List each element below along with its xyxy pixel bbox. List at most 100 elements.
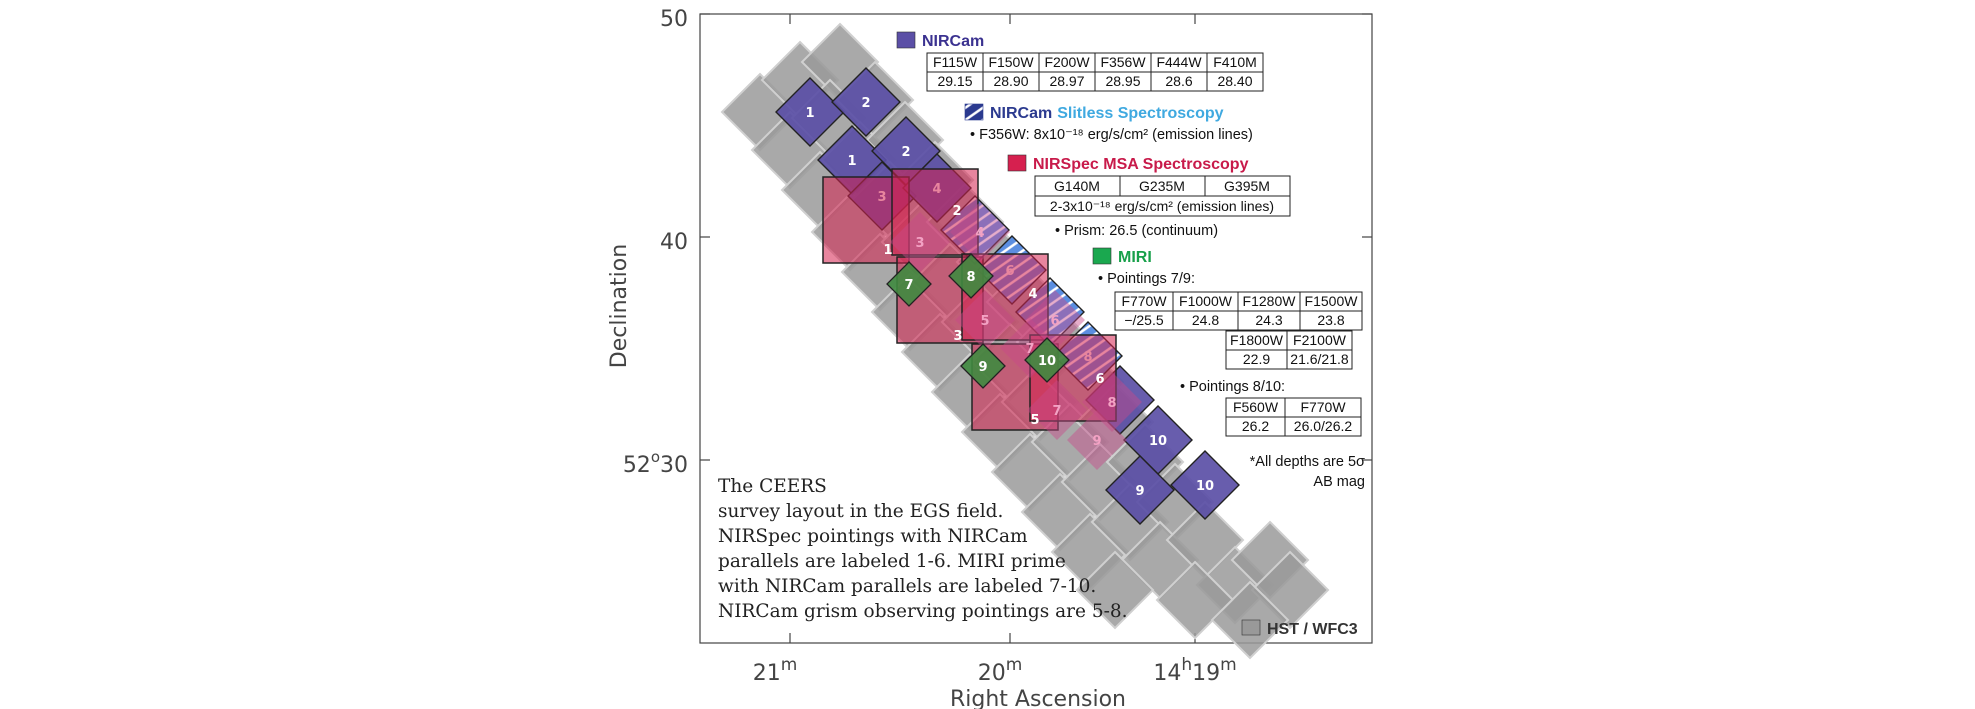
prism-depth-note: • Prism: 26.5 (continuum) [1055,223,1218,239]
x-tick-20m: 20m [978,655,1023,686]
nircam-swatch [896,31,916,49]
miri-t1-filter: F1280W [1243,293,1297,309]
nirspec-overlap [955,290,1015,350]
nircam-pointing-label: 9 [1135,484,1144,499]
miri-pointing [1024,337,1070,383]
nircam-filter: F200W [1044,54,1090,70]
miri-t1-depth: 23.8 [1317,312,1344,328]
nirspec-grating-table: G140M G235M G395M 2-3x10⁻¹⁸ erg/s/cm² (e… [1034,175,1291,217]
nirspec-overlap-label: 8 [1107,396,1116,411]
nirspec-depth: 2-3x10⁻¹⁸ erg/s/cm² (emission lines) [1050,198,1274,214]
hst-legend-label: HST / WFC3 [1267,621,1358,638]
miri-pointing [886,261,932,307]
legend: NIRCam F115W 29.15 F150W 28.90 F200W 28.97 F35… [896,31,1365,638]
miri-pointing [960,343,1006,389]
hst-pointing [1075,550,1155,630]
depth-footnote: *All depths are 5σ [1250,454,1365,470]
caption-line: parallels are labeled 1-6. MIRI prime [718,551,1066,572]
nirspec-grating: G395M [1224,178,1270,194]
nirspec-legend-label: NIRSpec MSA Spectroscopy [1033,156,1249,173]
nirspec-overlap [950,202,1010,262]
nirspec-swatch [1007,154,1027,172]
x-tick-21m: 21m [753,655,798,686]
hst-swatch [1241,619,1261,636]
nirspec-overlap-label: 7 [1052,404,1061,419]
nirspec-overlap-label: 9 [1092,434,1101,449]
nircam-depth: 28.40 [1217,73,1252,89]
miri-pointing-label: 9 [978,360,987,375]
miri-t2-filter: F2100W [1293,332,1347,348]
miri-t2-depth: 21.6/21.8 [1290,351,1349,367]
miri-t2-depth: 22.9 [1243,351,1270,367]
miri-t1-filter: F1500W [1305,293,1359,309]
nircam-pointing-label: 2 [861,96,870,111]
nirspec-pointing-label: 6 [1095,372,1104,387]
miri-table-1: F770W −/25.5 F1000W 24.8 F1280W 24.3 F1500W 23.… [1114,291,1363,331]
slitless-legend-label: NIRCam Slitless Spectroscopy [990,105,1224,122]
tick-marks [700,13,1372,643]
miri-pointing [948,253,994,299]
nircam-pointing-label: 1 [847,154,856,169]
miri-pointing-label: 7 [904,278,913,293]
nirspec-pointing [891,168,979,256]
miri-legend-label: MIRI [1118,249,1152,266]
miri-t1-filter: F770W [1121,293,1167,309]
nircam-legend-label: NIRCam [922,33,984,50]
miri-pointing-label: 10 [1038,354,1056,369]
slitless-depth-note: • F356W: 8x10⁻¹⁸ erg/s/cm² (emission lin… [970,127,1253,143]
miri-table-2: F1800W 22.9 F2100W 21.6/21.8 [1225,330,1353,370]
miri-t1-depth: 24.3 [1255,312,1282,328]
caption-line: with NIRCam parallels are labeled 7-10. [718,576,1096,597]
nircam-filter: F356W [1100,54,1146,70]
nircam-depth: 28.97 [1049,73,1084,89]
nircam-filter-table: F115W 29.15 F150W 28.90 F200W 28.97 F356W 28.95… [926,52,1264,92]
nircam-pointing-label: 10 [1149,434,1167,449]
nirspec-overlap-label: 3 [915,236,924,251]
nirspec-pointing-label: 1 [883,243,892,258]
miri-t1-filter: F1000W [1179,293,1233,309]
x-tick-14h19m: 14h19m [1153,655,1236,686]
nircam-pointing-label: 1 [805,106,814,121]
nirspec-pointing-label: 4 [1028,287,1037,302]
y-axis-label: Declination [607,244,632,368]
slitless-swatch [964,103,984,121]
nirspec-overlap [890,212,950,272]
nirspec-pointing-label: 3 [953,329,962,344]
nirspec-overlap [1025,290,1085,350]
miri-footprints: 7 8 9 10 [886,253,1070,389]
miri-t3-depth: 26.2 [1242,418,1269,434]
miri-t3-depth: 26.0/26.2 [1294,418,1353,434]
plot-frame [699,13,1373,644]
nircam-depth: 28.6 [1165,73,1192,89]
nircam-pointing [1105,455,1175,525]
miri-pointings-79: • Pointings 7/9: [1098,271,1195,287]
caption-line: The CEERS [718,476,827,497]
nirspec-pointing-label: 5 [1030,413,1039,428]
nircam-pointing-label: 10 [1196,479,1214,494]
nirspec-grating: G235M [1139,178,1185,194]
nircam-depth: 28.95 [1105,73,1140,89]
nirspec-overlap-label: 7 [1025,342,1034,357]
y-tick-40: 40 [660,230,688,255]
nirspec-overlap [1027,380,1087,440]
y-tick-50: 50 [660,7,688,32]
miri-table-3: F560W 26.2 F770W 26.0/26.2 [1225,397,1362,437]
nirspec-pointing-label: 2 [952,204,961,219]
nirspec-overlap [1082,372,1142,432]
nirspec-grating: G140M [1054,178,1100,194]
caption: The CEERS survey layout in the EGS field… [718,476,1128,622]
caption-line: NIRCam grism observing pointings are 5-8… [718,601,1128,622]
miri-t2-filter: F1800W [1230,332,1284,348]
nircam-depth: 29.15 [937,73,972,89]
miri-pointing-label: 8 [966,270,975,285]
caption-line: survey layout in the EGS field. [718,501,1003,522]
nirspec-overlap [1067,410,1127,470]
miri-swatch [1092,247,1112,265]
nirspec-overlap-label: 5 [980,314,989,329]
nircam-filter: F444W [1156,54,1202,70]
nirspec-overlap-label: 6 [1050,314,1059,329]
miri-t3-filter: F770W [1300,399,1346,415]
y-tick-52-30: 52o30 [623,448,688,478]
miri-t1-depth: −/25.5 [1124,312,1164,328]
